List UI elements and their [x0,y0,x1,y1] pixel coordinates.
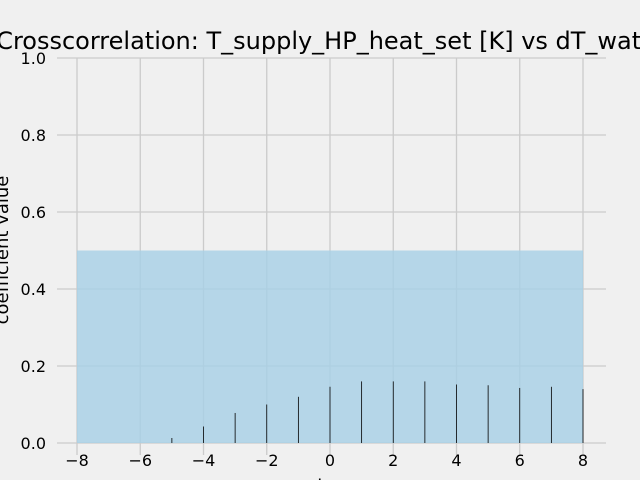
y-axis-label: coefficient value [0,176,13,325]
chart-title: Crosscorrelation: T_supply_HP_heat_set [… [0,27,640,55]
x-tick-labels: −8 −6 −4 −2 0 2 4 6 8 [65,451,588,470]
x-tick-label: −2 [255,451,279,470]
x-tick-label: −4 [192,451,216,470]
x-tick-label: 8 [578,451,588,470]
x-tick-label: 2 [388,451,398,470]
y-tick-label: 1.0 [21,49,46,68]
y-tick-label: 0.6 [21,203,46,222]
x-tick-label: 0 [325,451,335,470]
y-tick-label: 0.0 [21,434,46,453]
x-tick-label: −8 [65,451,89,470]
x-tick-label: −6 [128,451,152,470]
x-axis-label: lag [317,476,344,480]
x-tick-label: 6 [515,451,525,470]
x-tick-label: 4 [451,451,461,470]
y-tick-label: 0.4 [21,280,46,299]
bars [171,381,584,443]
y-tick-label: 0.2 [21,357,46,376]
y-tick-labels: 0.0 0.2 0.4 0.6 0.8 1.0 [21,49,46,453]
y-tick-label: 0.8 [21,126,46,145]
